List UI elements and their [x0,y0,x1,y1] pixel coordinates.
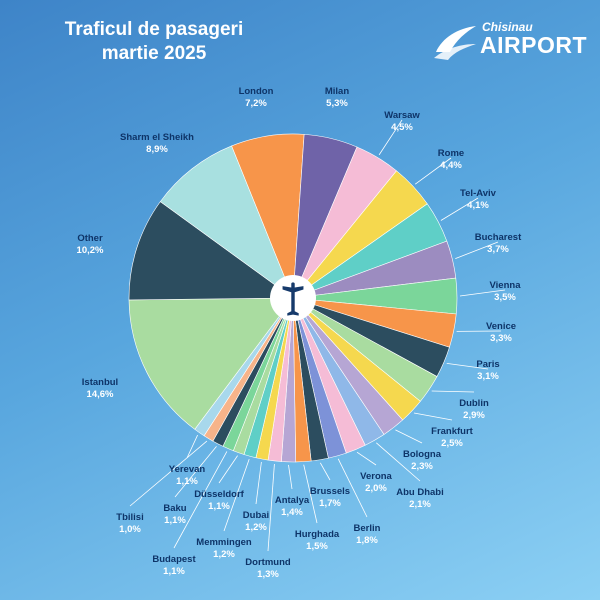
leader-line [267,463,275,552]
slice-label-value: 1,2% [213,549,235,560]
slice-label-value: 3,5% [494,292,516,303]
slice-label-value: 4,1% [467,200,489,211]
slice-label-name: Warsaw [384,110,420,121]
logo-big-text: AIRPORT [480,32,587,58]
airplane-icon [282,282,304,316]
slice-label-value: 3,3% [490,333,512,344]
slice-label-value: 1,1% [164,515,186,526]
leader-line [455,241,499,259]
page-title: Traficul de pasageri martie 2025 [34,18,274,66]
slice-label-value: 5,3% [326,98,348,109]
slice-label-name: Dublin [459,398,489,409]
slice-label-name: Bucharest [475,232,522,243]
slice-label-name: Hurghada [295,529,340,540]
leader-line [395,429,423,444]
slice-label-value: 10,2% [77,245,104,256]
leader-line [218,455,238,484]
slice-label-value: 2,0% [365,483,387,494]
logo-small-text: Chisinau [482,20,533,34]
leader-line [223,458,250,532]
slice-label-name: Other [77,233,103,244]
slice-label-name: Yerevan [169,464,206,475]
leader-line [414,157,452,185]
slice-label-value: 1,1% [163,566,185,577]
leader-line [356,451,377,466]
slice-label-name: Verona [360,471,392,482]
slice-label-name: London [239,86,274,97]
leader-line [378,119,403,156]
leader-line [303,464,318,524]
slice-label-value: 2,1% [409,499,431,510]
slice-label-name: Baku [163,503,186,514]
slice-label-value: 1,8% [356,535,378,546]
slice-label-name: Dubai [243,510,269,521]
slice-label-name: Sharm el Sheikh [120,132,194,143]
slice-label-value: 1,4% [281,507,303,518]
slice-label-name: Tel-Aviv [460,188,497,199]
slice-label-name: Düsseldorf [194,489,244,500]
slice-label-name: Milan [325,86,349,97]
slice-label-value: 1,7% [319,498,341,509]
leader-line [440,197,479,221]
slice-label-name: Tbilisi [116,512,143,523]
slice-label-value: 8,9% [146,144,168,155]
slice-label-value: 2,9% [463,410,485,421]
slice-label-name: Istanbul [82,377,118,388]
slice-label-value: 7,2% [245,98,267,109]
leader-line [337,458,368,518]
slice-label-name: Abu Dhabi [396,487,444,498]
slice-label-name: Vienna [490,280,522,291]
slice-label-value: 1,2% [245,522,267,533]
slice-label-name: Frankfurt [431,426,474,437]
slice-label-value: 2,5% [441,438,463,449]
leader-line [413,412,453,421]
slice-label-name: Dortmund [245,557,291,568]
slice-label-value: 14,6% [87,389,114,400]
wing-logo-icon [434,26,476,60]
leader-line [459,289,506,297]
pie-slice-sharm-el-sheikh [159,145,294,299]
slice-label-name: Rome [438,148,464,159]
slice-label-value: 1,5% [306,541,328,552]
leader-line [174,446,217,498]
leader-line [288,464,293,490]
leader-line [431,390,475,393]
title-line-1: Traficul de pasageri [64,19,244,40]
slice-label-name: Paris [476,359,499,370]
slice-label-value: 1,0% [119,524,141,535]
slice-label-name: Bologna [403,449,442,460]
slice-label-value: 1,3% [257,569,279,580]
slice-label-value: 4,5% [391,122,413,133]
slice-label-name: Memmingen [196,537,252,548]
leader-line [186,434,198,459]
leader-line [376,442,421,482]
slice-label-value: 2,3% [411,461,433,472]
center-hub [270,275,316,321]
slice-label-value: 4,4% [440,160,462,171]
leader-line [319,462,331,481]
leader-line [173,451,228,549]
slice-label-value: 3,1% [477,371,499,382]
pie-slice-other [128,201,294,301]
slice-label-value: 1,1% [176,476,198,487]
leader-line [255,461,262,505]
slice-label-value: 3,7% [487,244,509,255]
pie-slice-istanbul [128,297,294,430]
slice-label-name: Brussels [310,486,350,497]
slice-label-name: Antalya [275,495,310,506]
slice-label-value: 1,1% [208,501,230,512]
leader-line [129,440,208,507]
chisinau-airport-logo: Chisinau AIRPORT [432,18,587,66]
slice-label-name: Budapest [152,554,196,565]
title-line-2: martie 2025 [101,43,207,64]
slice-label-name: Berlin [354,523,381,534]
leader-line [446,363,489,370]
slice-label-name: Venice [486,321,516,332]
